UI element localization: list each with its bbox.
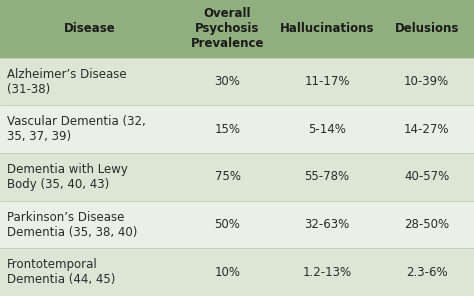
Text: 30%: 30% [215, 75, 240, 88]
Bar [180, 153, 275, 201]
Text: 2.3-6%: 2.3-6% [406, 266, 447, 279]
Bar [379, 0, 474, 58]
Bar [379, 201, 474, 248]
Text: Dementia with Lewy
Body (35, 40, 43): Dementia with Lewy Body (35, 40, 43) [7, 163, 128, 191]
Text: 14-27%: 14-27% [404, 123, 449, 136]
Text: Frontotemporal
Dementia (44, 45): Frontotemporal Dementia (44, 45) [7, 258, 116, 286]
Bar [275, 248, 379, 296]
Bar [0, 58, 180, 105]
Bar [0, 153, 180, 201]
Bar [275, 58, 379, 105]
Bar [0, 248, 180, 296]
Text: Alzheimer’s Disease
(31-38): Alzheimer’s Disease (31-38) [7, 67, 127, 96]
Bar [180, 105, 275, 153]
Bar [0, 0, 180, 58]
Bar [379, 153, 474, 201]
Text: 32-63%: 32-63% [304, 218, 350, 231]
Bar [379, 248, 474, 296]
Bar [0, 201, 180, 248]
Text: Disease: Disease [64, 22, 116, 35]
Bar [180, 0, 275, 58]
Text: 28-50%: 28-50% [404, 218, 449, 231]
Bar [379, 58, 474, 105]
Text: Vascular Dementia (32,
35, 37, 39): Vascular Dementia (32, 35, 37, 39) [7, 115, 146, 143]
Text: Hallucinations: Hallucinations [280, 22, 374, 35]
Bar [180, 248, 275, 296]
Bar [275, 0, 379, 58]
Text: 5-14%: 5-14% [308, 123, 346, 136]
Bar [180, 201, 275, 248]
Text: 55-78%: 55-78% [304, 170, 350, 183]
Text: Overall
Psychosis
Prevalence: Overall Psychosis Prevalence [191, 7, 264, 50]
Text: 50%: 50% [215, 218, 240, 231]
Text: 15%: 15% [215, 123, 240, 136]
Text: 10%: 10% [215, 266, 240, 279]
Bar [275, 201, 379, 248]
Text: 75%: 75% [215, 170, 240, 183]
Text: 10-39%: 10-39% [404, 75, 449, 88]
Bar [275, 153, 379, 201]
Bar [180, 58, 275, 105]
Bar [379, 105, 474, 153]
Text: Delusions: Delusions [394, 22, 459, 35]
Text: 40-57%: 40-57% [404, 170, 449, 183]
Bar [275, 105, 379, 153]
Text: 1.2-13%: 1.2-13% [302, 266, 352, 279]
Bar [0, 105, 180, 153]
Text: Parkinson’s Disease
Dementia (35, 38, 40): Parkinson’s Disease Dementia (35, 38, 40… [7, 210, 137, 239]
Text: 11-17%: 11-17% [304, 75, 350, 88]
